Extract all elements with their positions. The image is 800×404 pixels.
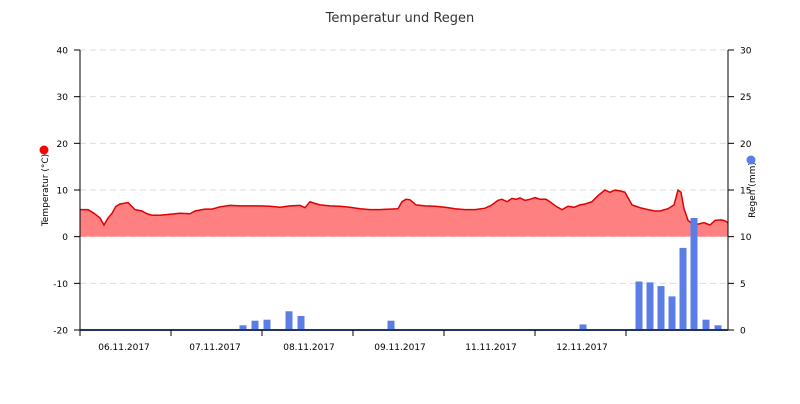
y-left-tick-label: 20: [57, 140, 69, 150]
rain-bar: [668, 296, 676, 330]
x-tick-label: 12.11.2017: [556, 343, 608, 353]
y-left-tick-label: 10: [57, 187, 69, 197]
x-tick-label: 07.11.2017: [189, 343, 241, 353]
y-right-tick-label: 30: [740, 47, 752, 57]
y-right-tick-label: 25: [740, 93, 751, 103]
y-left-axis-label: Temperatur (°C): [41, 154, 51, 227]
rain-bar: [251, 320, 259, 330]
rain-bar: [657, 286, 665, 330]
y-right-tick-label: 0: [740, 327, 746, 337]
rain-bar: [579, 324, 587, 330]
rain-bar: [702, 319, 710, 330]
rain-bar: [285, 311, 293, 330]
y-left-tick-label: -20: [53, 327, 68, 337]
axes: [79, 50, 729, 336]
y-right-tick-label: 5: [740, 280, 746, 290]
y-left-tick-label: -10: [53, 280, 68, 290]
y-right-axis-label: Regen (mm): [748, 162, 758, 218]
tick-labels: 40 30 30 25 20 20 10 15 0 10 -10 5 -20 0 06.11.2017 07.…: [53, 47, 751, 354]
rain-bar: [646, 282, 654, 330]
rain-bar: [714, 325, 722, 330]
y-left-tick-label: 30: [57, 93, 69, 103]
chart-title: Temperatur und Regen: [325, 11, 475, 26]
grid-lines: [80, 49, 728, 284]
x-tick-label: 08.11.2017: [283, 343, 335, 353]
temperature-marker-icon: [39, 145, 49, 155]
y-right-tick-label: 15: [740, 187, 751, 197]
rain-bar: [690, 218, 698, 330]
x-tick-label: 06.11.2017: [98, 343, 150, 353]
y-right-tick-label: 10: [740, 233, 752, 243]
temperature-area: [80, 190, 728, 237]
rain-bar: [387, 320, 395, 330]
rain-bar: [263, 319, 271, 330]
x-tick-label: 11.11.2017: [465, 343, 517, 353]
x-tick-label: 09.11.2017: [374, 343, 426, 353]
y-right-tick-label: 20: [740, 140, 752, 150]
temperature-line: [80, 188, 729, 227]
rain-marker-icon: [746, 155, 756, 165]
rain-bar: [679, 247, 687, 330]
rain-bar: [635, 281, 643, 330]
temperature-series: [80, 188, 729, 237]
y-left-tick-label: 40: [57, 47, 69, 57]
rain-bar: [297, 316, 305, 330]
rain-bar: [239, 325, 247, 330]
rain-series: [239, 218, 722, 330]
y-left-tick-label: 0: [62, 233, 68, 243]
